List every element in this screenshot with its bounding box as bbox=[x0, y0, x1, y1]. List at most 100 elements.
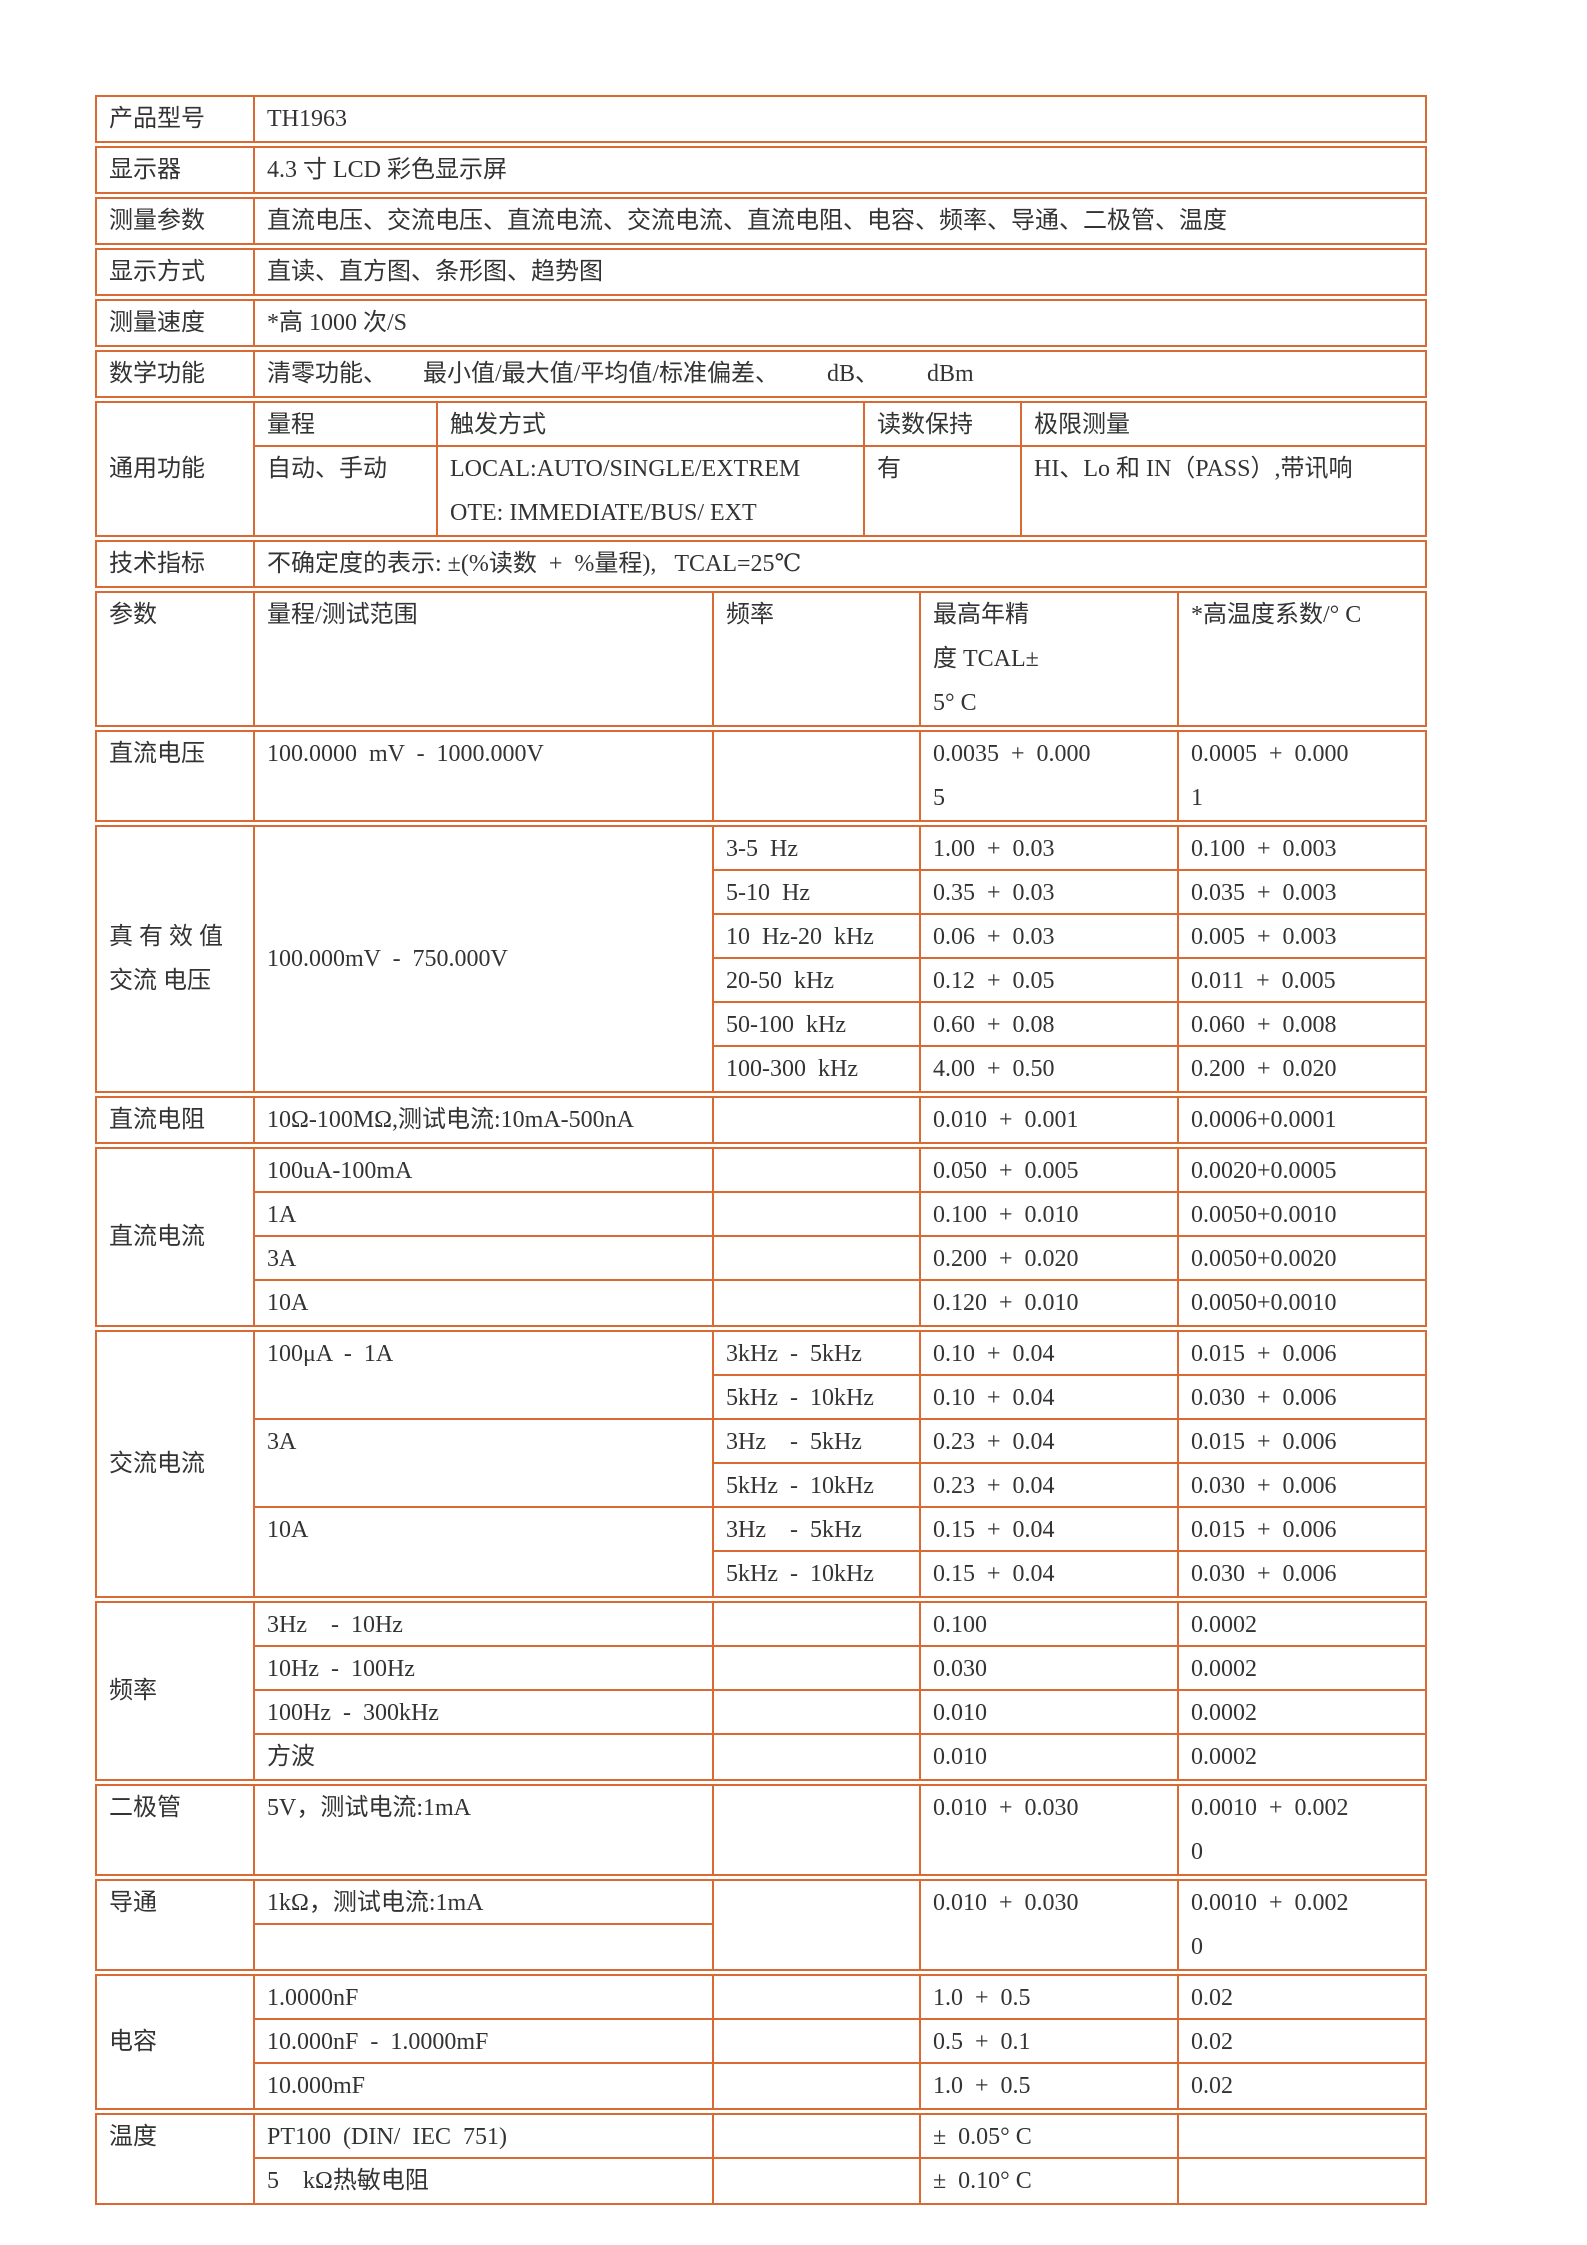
cell-tempco: 0.0050+0.0010 bbox=[1179, 1193, 1425, 1237]
cell-tempco: 0.02 bbox=[1179, 2020, 1425, 2064]
cell-frequency bbox=[714, 1976, 921, 2020]
cell-tempco: 0.015 + 0.006 bbox=[1179, 1508, 1425, 1552]
row-value: 直流电压、交流电压、直流电流、交流电流、直流电阻、电容、频率、导通、二极管、温度 bbox=[267, 208, 1227, 234]
cell-range: PT100 (DIN/ IEC 751) bbox=[255, 2115, 714, 2159]
cell-frequency: 3Hz - 5kHz bbox=[714, 1420, 921, 1464]
cell-range-empty bbox=[255, 1925, 714, 1969]
row-value: 清零功能、 最小值/最大值/平均值/标准偏差、 dB、 dBm bbox=[267, 361, 974, 387]
cell-frequency bbox=[714, 2064, 921, 2108]
row-label: 产品型号 bbox=[97, 97, 255, 141]
cell-accuracy: 0.010 + 0.030 bbox=[921, 1881, 1179, 1969]
cell-limit-test: HI、Lo 和 IN（PASS）,带讯响 bbox=[1034, 456, 1353, 482]
cell-range: 10.000nF - 1.0000mF bbox=[255, 2020, 714, 2064]
cell-tempco: 0.0050+0.0010 bbox=[1191, 1290, 1337, 1316]
cell-frequency: 5kHz - 10kHz bbox=[714, 1464, 921, 1508]
cell-frequency bbox=[714, 1691, 921, 1735]
col-header-frequency: 频率 bbox=[714, 593, 921, 725]
cell-accuracy: 0.10 + 0.04 bbox=[921, 1332, 1179, 1376]
cell-accuracy: 0.200 + 0.020 bbox=[921, 1237, 1179, 1281]
section-dc-voltage: 直流电压 100.0000 mV - 1000.000V 0.0035 + 0.… bbox=[95, 730, 1427, 822]
row-label: 真 有 效 值 交流 电压 bbox=[97, 827, 255, 1091]
row-label: 数学功能 bbox=[97, 352, 255, 396]
cell-frequency bbox=[714, 1149, 921, 1193]
row-measure-params: 测量参数 直流电压、交流电压、直流电流、交流电流、直流电阻、电容、频率、导通、二… bbox=[95, 197, 1427, 245]
cell-tempco: 0.005 + 0.003 bbox=[1179, 915, 1425, 959]
cell-range: 10A bbox=[255, 1508, 714, 1596]
cell-tempco: 0.0002 bbox=[1191, 1744, 1257, 1770]
cell-accuracy: 0.100 + 0.010 bbox=[921, 1193, 1179, 1237]
cell-frequency bbox=[714, 732, 921, 820]
cell-range: 10Ω-100MΩ,测试电流:10mA-500nA bbox=[255, 1098, 714, 1142]
section-diode: 二极管 5V，测试电流:1mA 0.010 + 0.030 0.0010 + 0… bbox=[95, 1784, 1427, 1876]
col-header: 极限测量 bbox=[1022, 403, 1425, 447]
cell-frequency: 10 Hz-20 kHz bbox=[714, 915, 921, 959]
cell-tempco: 0.015 + 0.006 bbox=[1179, 1332, 1425, 1376]
cell-frequency bbox=[714, 2115, 921, 2159]
row-label: 直流电流 bbox=[97, 1149, 255, 1325]
cell-frequency bbox=[714, 1735, 921, 1779]
cell-accuracy: 0.010 + 0.001 bbox=[921, 1098, 1179, 1142]
cell-accuracy: 0.35 + 0.03 bbox=[921, 871, 1179, 915]
cell-accuracy: 0.100 bbox=[921, 1603, 1179, 1647]
cell-frequency: 3Hz - 5kHz bbox=[714, 1508, 921, 1552]
row-tech-spec: 技术指标 不确定度的表示: ±(%读数 + %量程), TCAL=25℃ bbox=[95, 540, 1427, 588]
cell-reading-hold: 有 bbox=[865, 447, 1022, 535]
cell-tempco: 0.0020+0.0005 bbox=[1179, 1149, 1425, 1193]
cell-accuracy: 0.5 + 0.1 bbox=[921, 2020, 1179, 2064]
cell-tempco: 0.02 bbox=[1179, 1976, 1425, 2020]
row-value: TH1963 bbox=[267, 106, 347, 132]
cell-tempco: 0.0050+0.0020 bbox=[1179, 1237, 1425, 1281]
cell-tempco: 0.0002 bbox=[1179, 1603, 1425, 1647]
cell-tempco: 0.0010 + 0.002 0 bbox=[1191, 1890, 1349, 1960]
row-display: 显示器 4.3 寸 LCD 彩色显示屏 bbox=[95, 146, 1427, 194]
cell-frequency bbox=[714, 1786, 921, 1874]
row-math-functions: 数学功能 清零功能、 最小值/最大值/平均值/标准偏差、 dB、 dBm bbox=[95, 350, 1427, 398]
cell-accuracy: 1.00 + 0.03 bbox=[921, 827, 1179, 871]
row-value: 直读、直方图、条形图、趋势图 bbox=[267, 259, 603, 285]
section-temperature: 温度 PT100 (DIN/ IEC 751) ± 0.05° C 5 kΩ热敏… bbox=[95, 2113, 1427, 2205]
section-ac-voltage: 真 有 效 值 交流 电压 100.000mV - 750.000V 3-5 H… bbox=[95, 825, 1427, 1093]
cell-accuracy: 0.60 + 0.08 bbox=[921, 1003, 1179, 1047]
row-measure-speed: 测量速度 *高 1000 次/S bbox=[95, 299, 1427, 347]
cell-tempco: 0.0002 bbox=[1179, 1691, 1425, 1735]
cell-accuracy: 0.15 + 0.04 bbox=[921, 1552, 1179, 1596]
section-frequency: 频率 3Hz - 10Hz 0.100 0.0002 10Hz - 100Hz … bbox=[95, 1601, 1427, 1781]
cell-tempco: 0.030 + 0.006 bbox=[1179, 1376, 1425, 1420]
spec-table: 产品型号 TH1963 显示器 4.3 寸 LCD 彩色显示屏 测量参数 直流电… bbox=[95, 95, 1427, 2208]
cell-range: 100uA-100mA bbox=[255, 1149, 714, 1193]
cell-range-mode: 自动、手动 bbox=[255, 447, 438, 535]
cell-tempco: 0.100 + 0.003 bbox=[1179, 827, 1425, 871]
row-label: 二极管 bbox=[97, 1786, 255, 1874]
cell-accuracy: ± 0.10° C bbox=[921, 2159, 1179, 2203]
row-label: 技术指标 bbox=[97, 542, 255, 586]
cell-tempco bbox=[1179, 2159, 1425, 2203]
cell-tempco: 0.0006+0.0001 bbox=[1191, 1107, 1337, 1133]
cell-tempco: 0.0002 bbox=[1179, 1647, 1425, 1691]
cell-tempco: 0.0010 + 0.002 0 bbox=[1191, 1795, 1349, 1865]
row-label: 直流电压 bbox=[97, 732, 255, 820]
col-header: 触发方式 bbox=[438, 403, 865, 447]
cell-frequency bbox=[714, 2159, 921, 2203]
row-display-mode: 显示方式 直读、直方图、条形图、趋势图 bbox=[95, 248, 1427, 296]
col-header-tempco: *高温度系数/° C bbox=[1191, 602, 1362, 628]
cell-accuracy: ± 0.05° C bbox=[921, 2115, 1179, 2159]
cell-range: 100μA - 1A bbox=[255, 1332, 714, 1420]
col-header-range: 量程/测试范围 bbox=[255, 593, 714, 725]
cell-range: 10.000mF bbox=[255, 2064, 714, 2108]
cell-frequency bbox=[714, 1098, 921, 1142]
col-header-param: 参数 bbox=[97, 593, 255, 725]
cell-frequency bbox=[714, 2020, 921, 2064]
cell-accuracy: 0.010 bbox=[921, 1735, 1179, 1779]
cell-accuracy: 1.0 + 0.5 bbox=[921, 2064, 1179, 2108]
cell-frequency: 5kHz - 10kHz bbox=[714, 1552, 921, 1596]
cell-tempco: 0.030 + 0.006 bbox=[1191, 1561, 1337, 1587]
cell-frequency: 3kHz - 5kHz bbox=[714, 1332, 921, 1376]
cell-accuracy: 0.010 bbox=[921, 1691, 1179, 1735]
row-label: 频率 bbox=[97, 1603, 255, 1779]
section-ac-current: 交流电流 100μA - 1A 3A 10A 3kHz - 5kHz 0.10 … bbox=[95, 1330, 1427, 1598]
cell-accuracy: 4.00 + 0.50 bbox=[921, 1047, 1179, 1091]
cell-accuracy: 0.120 + 0.010 bbox=[921, 1281, 1179, 1325]
section-spec-header: 参数 量程/测试范围 频率 最高年精 度 TCAL± 5° C *高温度系数/°… bbox=[95, 591, 1427, 727]
cell-accuracy: 0.12 + 0.05 bbox=[921, 959, 1179, 1003]
col-header: 读数保持 bbox=[865, 403, 1022, 447]
